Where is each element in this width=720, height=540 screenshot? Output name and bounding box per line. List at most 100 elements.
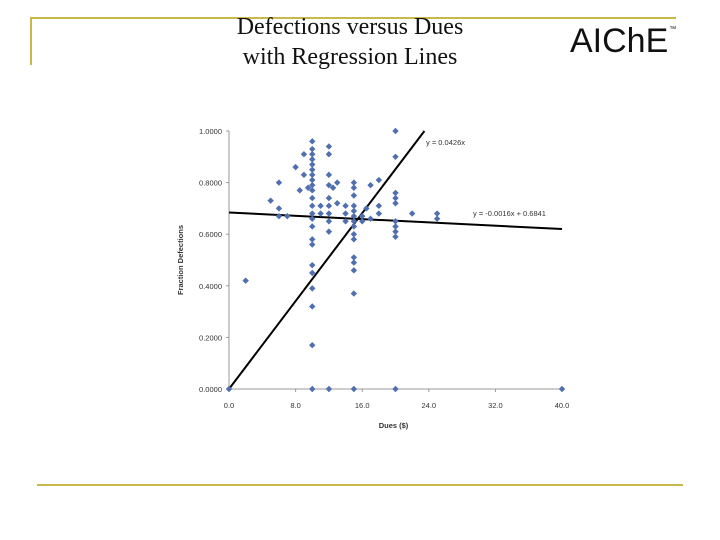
data-point — [350, 179, 358, 186]
data-point — [392, 200, 399, 207]
data-point — [325, 385, 333, 393]
data-point — [284, 212, 291, 220]
x-tick-label: 32.0 — [488, 401, 503, 410]
data-point — [342, 218, 349, 225]
x-tick-label: 16.0 — [355, 401, 370, 410]
data-point — [350, 267, 358, 274]
data-point — [317, 202, 324, 210]
data-point — [309, 171, 316, 179]
y-axis-title: Fraction Defections — [176, 225, 185, 295]
data-point — [309, 161, 316, 168]
data-point — [350, 231, 358, 238]
data-point — [350, 385, 358, 393]
data-point — [392, 228, 399, 235]
data-point — [292, 163, 299, 171]
data-point — [309, 156, 316, 163]
data-point — [275, 179, 283, 186]
data-point — [392, 153, 399, 160]
data-point — [392, 218, 399, 225]
data-point — [350, 202, 358, 210]
slide-title-line-1: Defections versus Dues — [236, 14, 464, 40]
data-point — [359, 212, 366, 220]
y-tick-label: 0.2000 — [199, 333, 222, 342]
data-point — [309, 166, 316, 173]
slide-title: Defections versus Dues with Regression L… — [190, 12, 510, 72]
slide-title-line-2: with Regression Lines — [242, 44, 458, 70]
data-point — [317, 210, 324, 217]
data-point — [242, 277, 249, 284]
data-point — [325, 151, 333, 158]
data-point — [309, 194, 316, 202]
data-point — [350, 290, 358, 297]
logo-trademark: ™ — [669, 26, 677, 33]
data-point — [334, 200, 341, 207]
x-tick-label: 24.0 — [421, 401, 436, 410]
data-point — [309, 385, 316, 393]
regression-label-steep: y = 0.0426x — [426, 138, 465, 147]
data-point — [359, 218, 366, 225]
data-point — [325, 181, 333, 189]
data-point — [433, 215, 441, 222]
data-point — [309, 269, 316, 277]
data-point — [325, 210, 333, 217]
data-point — [309, 223, 316, 230]
data-point — [350, 254, 358, 261]
data-point — [350, 207, 358, 215]
data-point — [350, 236, 358, 243]
data-point — [350, 218, 358, 225]
aiche-logo: AIChE™ — [570, 22, 676, 61]
y-tick-label: 1.0000 — [199, 127, 222, 136]
data-point — [309, 176, 316, 184]
data-point — [375, 210, 383, 217]
data-point — [309, 138, 316, 145]
data-point — [350, 184, 358, 191]
data-point — [300, 151, 308, 158]
data-point — [309, 181, 316, 189]
data-point — [325, 218, 333, 225]
bottom-rule — [37, 484, 683, 486]
top-rule — [30, 17, 676, 19]
data-point — [309, 151, 316, 158]
data-point — [350, 192, 358, 199]
data-point — [392, 194, 399, 202]
data-point — [309, 236, 316, 243]
data-point — [325, 202, 333, 210]
data-point — [309, 187, 316, 194]
data-point — [367, 215, 374, 222]
data-point — [433, 210, 441, 217]
data-point — [275, 212, 283, 220]
logo-text: AIChE — [570, 22, 669, 60]
regression-line-steep — [228, 130, 426, 390]
y-tick-label: 0.6000 — [199, 230, 222, 239]
data-point — [309, 303, 316, 310]
x-axis-title: Dues ($) — [379, 421, 409, 430]
data-point — [225, 385, 233, 393]
data-point — [267, 197, 274, 204]
data-point — [342, 202, 349, 210]
data-point — [309, 210, 316, 217]
y-tick-label: 0.0000 — [199, 385, 222, 394]
data-point — [300, 171, 308, 179]
x-tick-label: 0.0 — [224, 401, 234, 410]
x-tick-label: 8.0 — [290, 401, 300, 410]
data-point — [309, 202, 316, 210]
data-point — [325, 143, 333, 150]
data-point — [309, 241, 316, 248]
data-point — [363, 205, 370, 212]
data-point — [325, 171, 333, 179]
data-point — [392, 189, 399, 197]
left-rule — [30, 17, 32, 65]
data-point — [325, 194, 333, 202]
y-tick-label: 0.4000 — [199, 282, 222, 291]
data-point — [350, 259, 358, 266]
data-point — [375, 202, 383, 210]
data-point — [309, 285, 316, 292]
data-point — [329, 184, 337, 191]
data-point — [392, 127, 399, 135]
data-point — [342, 210, 349, 217]
x-tick-label: 40.0 — [555, 401, 570, 410]
y-tick-label: 0.8000 — [199, 179, 222, 188]
data-point — [408, 210, 416, 217]
data-point — [325, 228, 333, 235]
